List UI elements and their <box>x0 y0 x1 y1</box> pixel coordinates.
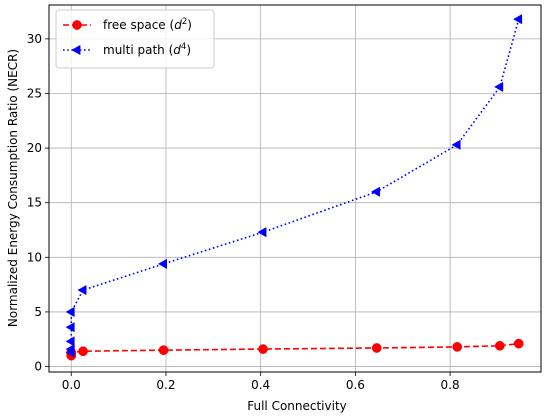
data-point <box>257 227 267 238</box>
data-point <box>371 343 382 353</box>
legend-entry: multi path (d4) <box>63 42 191 57</box>
legend-box <box>55 9 215 69</box>
data-point <box>452 342 463 352</box>
series-line <box>70 342 519 356</box>
data-point <box>65 336 75 347</box>
y-tick-label: 10 <box>27 250 42 264</box>
legend-label: free space (d2) <box>103 17 192 32</box>
data-point <box>65 322 75 333</box>
data-point <box>494 340 505 351</box>
series-line <box>70 18 520 353</box>
ticks: 0.0 0.2 0.4 0.6 0.8 0 5 10 15 20 25 30 <box>27 32 460 392</box>
data-point <box>77 284 87 296</box>
x-tick-label: 0.6 <box>346 378 365 392</box>
legend: free space (d2) multi path (d4) <box>55 9 215 69</box>
data-point <box>451 139 461 150</box>
series-layer <box>65 14 524 361</box>
plot-frame <box>48 4 542 373</box>
legend-marker <box>72 20 82 30</box>
data-point <box>78 346 88 357</box>
data-point <box>513 338 524 349</box>
data-point <box>258 344 268 354</box>
y-tick-label: 0 <box>34 360 42 374</box>
series-multi-path <box>65 14 523 358</box>
legend-marker <box>71 44 81 56</box>
y-tick-label: 20 <box>27 141 42 155</box>
data-point <box>370 186 381 197</box>
data-point <box>65 306 75 318</box>
x-tick-label: 0.0 <box>62 378 81 392</box>
y-tick-label: 30 <box>27 32 42 46</box>
data-point <box>65 343 75 355</box>
data-point <box>494 81 504 93</box>
y-axis-label: Normalized Energy Consumption Ratio (NEC… <box>6 49 20 327</box>
data-point <box>158 345 169 356</box>
data-point <box>513 14 523 25</box>
series-free-space <box>66 338 524 361</box>
y-tick-label: 15 <box>27 196 42 210</box>
y-tick-label: 5 <box>34 305 42 319</box>
legend-label: multi path (d4) <box>103 42 191 57</box>
x-tick-label: 0.4 <box>251 378 270 392</box>
y-tick-label: 25 <box>27 86 42 100</box>
x-axis-label: Full Connectivity <box>247 399 347 413</box>
legend-entry: free space (d2) <box>63 17 192 32</box>
data-point <box>157 258 167 269</box>
x-tick-label: 0.8 <box>441 378 460 392</box>
x-tick-label: 0.2 <box>156 378 175 392</box>
